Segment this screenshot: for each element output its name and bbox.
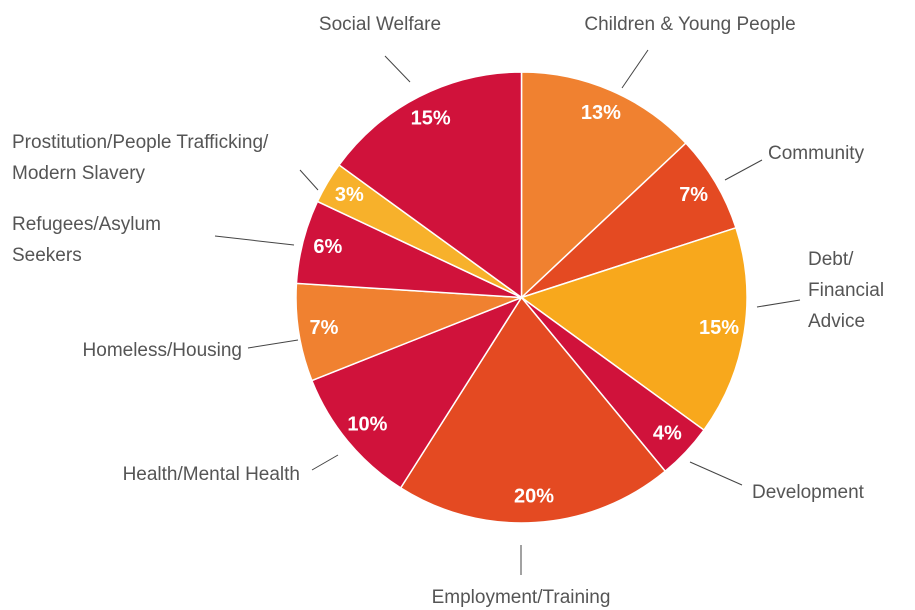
category-label: Social Welfare	[318, 14, 442, 35]
pie-slice	[310, 295, 524, 489]
category-label: Health/Mental Health	[122, 464, 300, 485]
leader-line	[756, 299, 801, 308]
category-label: Debt/ Financial Advice	[808, 249, 885, 332]
category-label: Prostitution/People Trafficking/ Modern …	[12, 132, 269, 184]
category-label: Development	[752, 482, 864, 503]
value-label: 15%	[699, 317, 739, 339]
value-label: 20%	[514, 485, 554, 507]
value-label: 13%	[581, 102, 621, 124]
value-label: 4%	[653, 423, 682, 445]
value-label: 3%	[335, 184, 364, 206]
leader-line	[311, 454, 339, 471]
category-label: Employment/Training	[431, 587, 611, 608]
leader-line	[689, 461, 743, 486]
category-label: Homeless/Housing	[82, 340, 242, 361]
leader-line	[247, 339, 299, 349]
value-label: 15%	[411, 108, 451, 130]
pie-slice	[399, 296, 667, 524]
value-label: 10%	[347, 413, 387, 435]
leader-line	[621, 49, 649, 89]
leader-line	[724, 159, 763, 181]
pie-slice	[520, 71, 687, 300]
value-label: 7%	[679, 184, 708, 206]
pie-slice	[519, 226, 748, 432]
value-label: 6%	[313, 236, 342, 258]
category-label: Children & Young People	[584, 14, 796, 35]
category-label: Community	[768, 143, 865, 164]
category-label: Refugees/Asylum Seekers	[12, 214, 161, 266]
leader-line	[214, 235, 295, 246]
leader-line	[384, 55, 411, 83]
value-label: 7%	[310, 317, 339, 339]
leader-line	[299, 169, 319, 191]
pie-slice	[338, 71, 523, 299]
